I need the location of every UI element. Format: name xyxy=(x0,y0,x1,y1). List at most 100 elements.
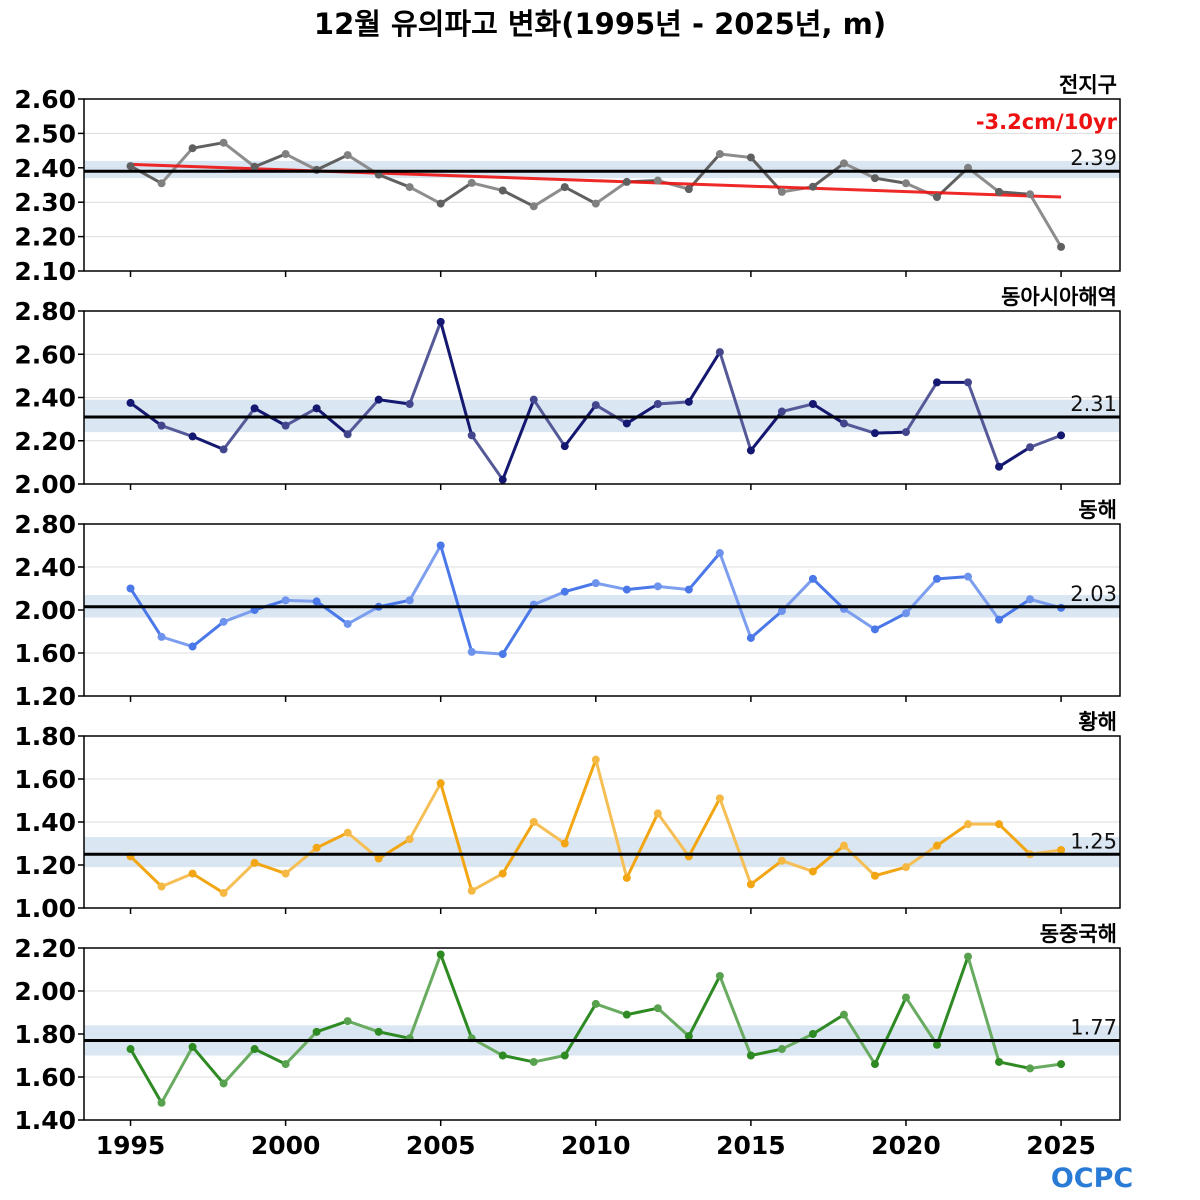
logo-text: OCPC xyxy=(1051,1163,1133,1194)
y-tick-label: 2.00 xyxy=(14,977,76,1006)
series-segment xyxy=(997,822,1032,856)
data-point xyxy=(498,186,507,195)
series-segment xyxy=(408,185,443,206)
data-point xyxy=(901,179,910,188)
y-tick-label: 1.40 xyxy=(14,1106,76,1135)
series-segment xyxy=(408,544,443,602)
panel-title: 전지구 xyxy=(1059,73,1117,97)
data-point xyxy=(964,378,973,387)
series-segment xyxy=(563,758,598,845)
data-point xyxy=(932,1040,941,1049)
data-point xyxy=(529,202,538,211)
data-point xyxy=(995,1057,1004,1066)
data-point xyxy=(560,839,569,848)
y-tick-label: 1.40 xyxy=(14,808,76,837)
data-point xyxy=(467,431,476,440)
y-tick-label: 1.60 xyxy=(14,765,76,794)
series-segment xyxy=(594,581,629,592)
series-segment xyxy=(625,1006,660,1017)
y-tick-label: 2.30 xyxy=(14,188,76,217)
panel-frame xyxy=(83,98,1121,272)
series-segment xyxy=(594,403,629,425)
series-segment xyxy=(315,1019,350,1034)
series-segment xyxy=(966,380,1001,469)
data-point xyxy=(870,625,879,634)
y-tick-label: 2.60 xyxy=(14,85,76,114)
data-point xyxy=(157,1098,166,1107)
series-segment xyxy=(191,434,226,451)
data-point xyxy=(808,1030,817,1038)
series-segment xyxy=(563,403,598,448)
series-segment xyxy=(873,430,908,435)
series-segment xyxy=(1028,192,1063,249)
series-segment xyxy=(873,995,908,1066)
data-point xyxy=(684,185,693,194)
trend-label: -3.2cm/10yr xyxy=(976,110,1118,134)
series-segment xyxy=(253,152,288,169)
y-tick-label: 1.20 xyxy=(14,682,76,711)
data-point xyxy=(746,446,755,455)
series-segment xyxy=(873,176,908,185)
data-point xyxy=(777,1045,786,1054)
data-point xyxy=(964,820,973,829)
series-segment xyxy=(470,433,505,482)
series-segment xyxy=(904,181,939,199)
data-point xyxy=(405,835,414,844)
series-segment xyxy=(687,974,722,1038)
data-point xyxy=(715,348,724,357)
data-point xyxy=(808,182,817,191)
series-segment xyxy=(129,587,164,639)
data-point xyxy=(995,615,1004,624)
series-segment xyxy=(904,995,939,1047)
x-tick-label: 2025 xyxy=(1026,1131,1096,1160)
series-segment xyxy=(129,854,164,888)
series-segment xyxy=(501,398,536,482)
y-tick-label: 2.40 xyxy=(14,154,76,183)
data-point xyxy=(777,407,786,416)
data-point xyxy=(622,873,631,882)
data-point xyxy=(498,1051,507,1060)
series-segment xyxy=(470,181,505,193)
data-point xyxy=(1057,845,1066,854)
data-point xyxy=(188,1042,197,1051)
panel-2: 2.03 동해 1.20 1.60 2.00 2.40 2.80 xyxy=(14,498,1121,711)
data-point xyxy=(684,397,693,406)
data-point xyxy=(188,144,197,153)
series-segment xyxy=(315,406,350,436)
data-point xyxy=(498,869,507,878)
data-point xyxy=(467,647,476,656)
series-segment xyxy=(656,1006,691,1038)
series-segment xyxy=(749,609,784,640)
series-segment xyxy=(284,598,319,603)
data-point xyxy=(312,404,321,413)
series-segment xyxy=(222,1047,257,1085)
series-segment xyxy=(501,820,536,876)
data-point xyxy=(808,399,817,408)
data-point xyxy=(343,151,352,160)
series-segment xyxy=(935,575,970,581)
series-segment xyxy=(563,1002,598,1057)
series-segment xyxy=(501,603,536,656)
data-point xyxy=(529,818,538,826)
data-point xyxy=(932,841,941,850)
data-point xyxy=(715,549,724,558)
y-tick-label: 2.60 xyxy=(14,340,76,369)
panel-4: 1.77 동중국해 1.40 1.60 1.80 2.00 2.20 xyxy=(14,922,1121,1135)
data-point xyxy=(684,585,693,594)
data-point xyxy=(560,1051,569,1060)
series-segment xyxy=(780,402,815,414)
series-segment xyxy=(160,1045,195,1105)
data-point xyxy=(250,1045,259,1054)
series-segment xyxy=(656,400,691,406)
data-point xyxy=(467,178,476,187)
data-point xyxy=(281,596,290,605)
series-segment xyxy=(656,584,691,592)
x-tick-label: 2015 xyxy=(716,1131,786,1160)
data-point xyxy=(995,187,1004,196)
series-segment xyxy=(346,1019,381,1034)
data-point xyxy=(281,150,290,159)
series-segment xyxy=(284,1030,319,1066)
series-segment xyxy=(408,320,443,406)
series-segment xyxy=(594,180,629,206)
data-point xyxy=(653,582,662,591)
